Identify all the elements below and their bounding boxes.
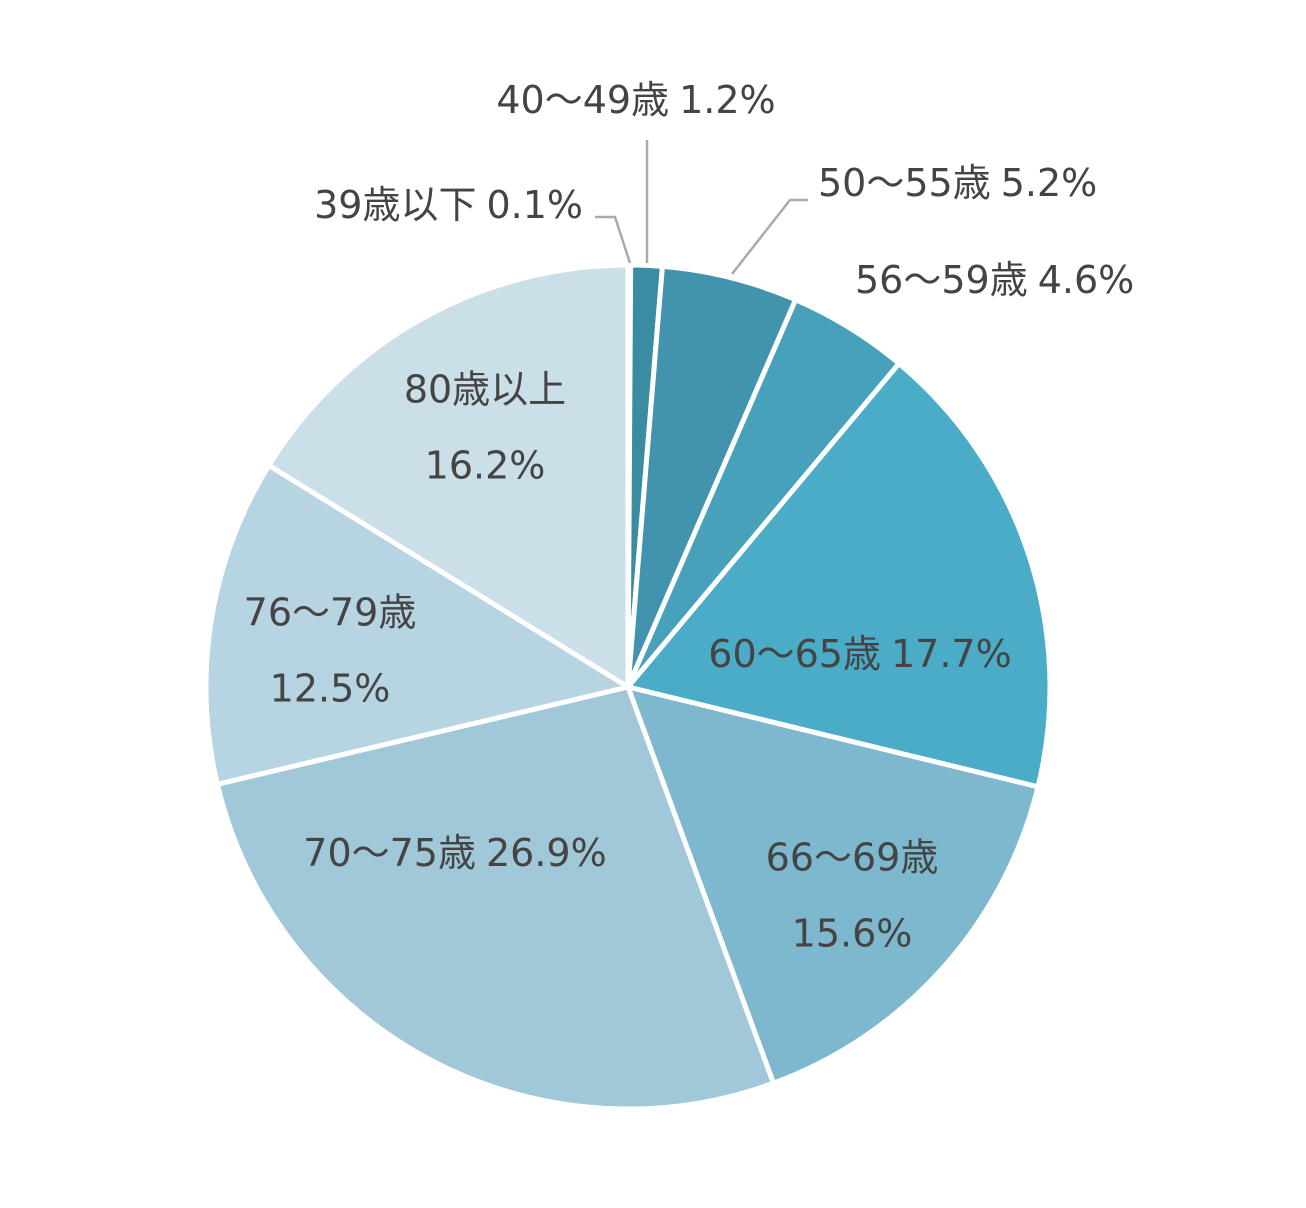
- value-label: 4.6%: [1038, 258, 1135, 302]
- slice-label: 40〜49歳: [496, 78, 669, 122]
- leader-line: [595, 215, 632, 264]
- pie-slice: [265, 262, 631, 692]
- slice-label-group: 39歳以下 0.1%: [314, 183, 583, 227]
- slice-label-group: 50〜55歳 5.2%: [818, 161, 1097, 205]
- pie-slice: [214, 684, 777, 1112]
- slice-label: 50〜55歳: [818, 161, 991, 205]
- value-label: 17.7%: [891, 632, 1012, 676]
- pie-slice: [625, 263, 799, 688]
- slice-label: 70〜75歳: [303, 831, 476, 875]
- pie-slice: [623, 360, 1053, 790]
- pie-slice: [203, 461, 635, 788]
- slice-label: 56〜59歳: [855, 258, 1028, 302]
- slice-label: 80歳以上: [404, 368, 566, 412]
- value-label: 1.2%: [679, 78, 776, 122]
- pie-slice: [624, 683, 1042, 1087]
- value-label: 15.6%: [792, 912, 913, 956]
- slice-label-group: 60〜65歳 17.7%: [708, 632, 1011, 676]
- value-label: 16.2%: [425, 444, 546, 488]
- value-label: 26.9%: [486, 831, 607, 875]
- value-label: 12.5%: [270, 667, 391, 711]
- slice-label-group: 56〜59歳 4.6%: [855, 258, 1134, 302]
- slice-label-group: 70〜75歳 26.9%: [303, 831, 606, 875]
- value-label: 5.2%: [1001, 161, 1098, 205]
- leader-line: [731, 198, 808, 275]
- slice-label: 39歳以下: [314, 183, 476, 227]
- slice-label: 76〜79歳: [244, 591, 417, 635]
- slice-label: 60〜65歳: [708, 632, 881, 676]
- slice-label-group: 40〜49歳 1.2%: [496, 78, 775, 122]
- slice-label: 66〜69歳: [766, 836, 939, 880]
- value-label: 0.1%: [486, 183, 583, 227]
